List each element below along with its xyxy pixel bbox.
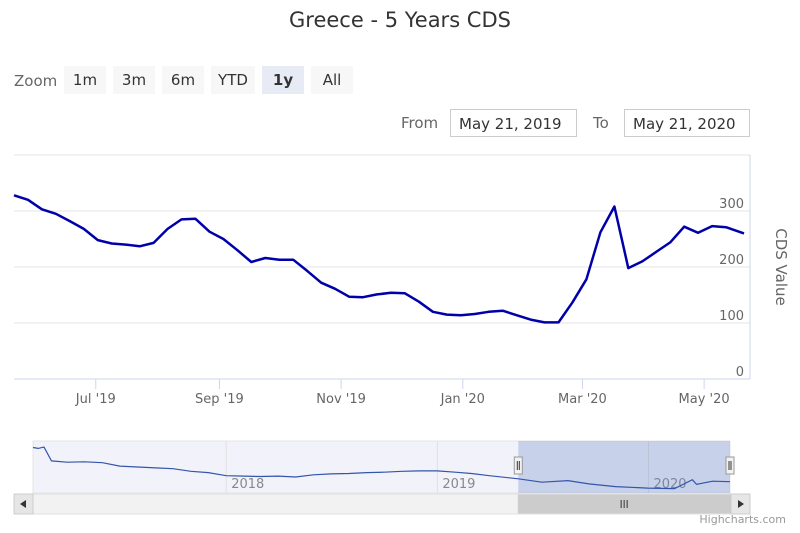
zoom-button-all[interactable]: All	[311, 66, 353, 94]
grid-lines	[14, 154, 750, 324]
to-date-input[interactable]: May 21, 2020	[624, 109, 750, 137]
navigator-year-label: 2018	[231, 477, 264, 492]
x-tick-label: Jan '20	[440, 392, 485, 407]
x-tick-label: Nov '19	[316, 392, 366, 407]
y-tick-label: 0	[736, 365, 744, 380]
x-tick-label: May '20	[679, 392, 730, 407]
scrollbar[interactable]	[13, 493, 751, 515]
zoom-button-6m[interactable]: 6m	[162, 66, 204, 94]
cds-series-line	[13, 194, 745, 324]
chevron-right-icon	[738, 500, 744, 508]
handle-body[interactable]	[513, 456, 523, 475]
navigator-selected-range[interactable]	[518, 441, 730, 493]
navigator-handle-right[interactable]	[725, 456, 735, 475]
to-label: To	[593, 114, 609, 132]
zoom-label: Zoom	[14, 72, 58, 90]
chevron-left-icon	[20, 500, 26, 508]
credits-link[interactable]: Highcharts.com	[699, 513, 786, 526]
x-tick-label: Jul '19	[75, 392, 116, 407]
y-tick-label: 200	[719, 253, 744, 268]
navigator[interactable]: 2018 2019 2020	[32, 440, 735, 494]
handle-body[interactable]	[725, 456, 735, 475]
from-label: From	[401, 114, 439, 132]
zoom-button-1y[interactable]: 1y	[262, 66, 304, 94]
navigator-year-label: 2019	[442, 477, 475, 492]
zoom-button-ytd[interactable]: YTD	[211, 66, 255, 94]
y-tick-label: 100	[719, 309, 744, 324]
scrollbar-grip-icon	[620, 500, 628, 508]
navigator-year-lines: 2018 2019 2020	[225, 441, 687, 493]
navigator-handle-left[interactable]	[513, 456, 523, 475]
x-tick-label: Sep '19	[195, 392, 244, 407]
zoom-button-3m[interactable]: 3m	[113, 66, 155, 94]
y-axis-title: CDS Value	[772, 228, 790, 306]
y-tick-label: 300	[719, 197, 744, 212]
x-tick-label: Mar '20	[558, 392, 607, 407]
from-date-input[interactable]: May 21, 2019	[450, 109, 577, 137]
navigator-series-line	[32, 446, 731, 490]
chart-title: Greece - 5 Years CDS	[289, 8, 511, 32]
y-axis-ticks: 0 100 200 300	[719, 197, 744, 380]
x-axis-ticks: Jul '19 Sep '19 Nov '19 Jan '20 Mar '20 May '…	[75, 379, 730, 407]
zoom-button-1m[interactable]: 1m	[64, 66, 106, 94]
